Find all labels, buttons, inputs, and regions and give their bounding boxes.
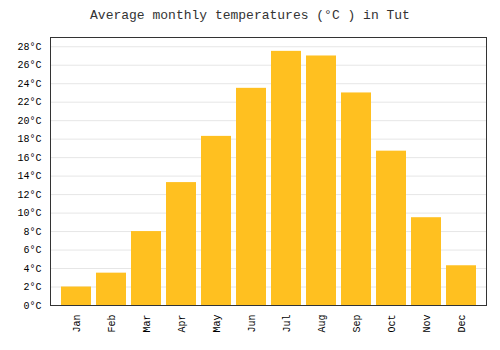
svg-text:2°C: 2°C	[23, 282, 41, 293]
svg-text:Aug: Aug	[317, 315, 328, 333]
svg-text:0°C: 0°C	[23, 301, 41, 312]
svg-text:24°C: 24°C	[17, 79, 41, 90]
svg-text:20°C: 20°C	[17, 116, 41, 127]
svg-text:Nov: Nov	[422, 315, 433, 333]
svg-text:8°C: 8°C	[23, 227, 41, 238]
svg-text:12°C: 12°C	[17, 190, 41, 201]
svg-text:26°C: 26°C	[17, 60, 41, 71]
svg-text:14°C: 14°C	[17, 171, 41, 182]
svg-text:22°C: 22°C	[17, 97, 41, 108]
svg-text:Feb: Feb	[107, 315, 118, 333]
svg-text:18°C: 18°C	[17, 134, 41, 145]
svg-text:10°C: 10°C	[17, 208, 41, 219]
svg-text:Jul: Jul	[282, 315, 293, 333]
svg-text:4°C: 4°C	[23, 264, 41, 275]
svg-text:Oct: Oct	[387, 315, 398, 333]
svg-text:Sep: Sep	[352, 315, 363, 333]
html-text:Average monthly temperatures (: Average monthly temperatures (°C ) in Tu…	[90, 8, 410, 23]
svg-text:6°C: 6°C	[23, 245, 41, 256]
svg-text:May: May	[212, 315, 223, 333]
svg-text:28°C: 28°C	[17, 42, 41, 53]
svg-text:16°C: 16°C	[17, 153, 41, 164]
svg-text:Jun: Jun	[247, 315, 258, 333]
svg-text:Jan: Jan	[72, 315, 83, 333]
svg-text:Mar: Mar	[142, 315, 153, 333]
svg-text:Dec: Dec	[457, 315, 468, 333]
svg-text:Apr: Apr	[177, 315, 188, 333]
